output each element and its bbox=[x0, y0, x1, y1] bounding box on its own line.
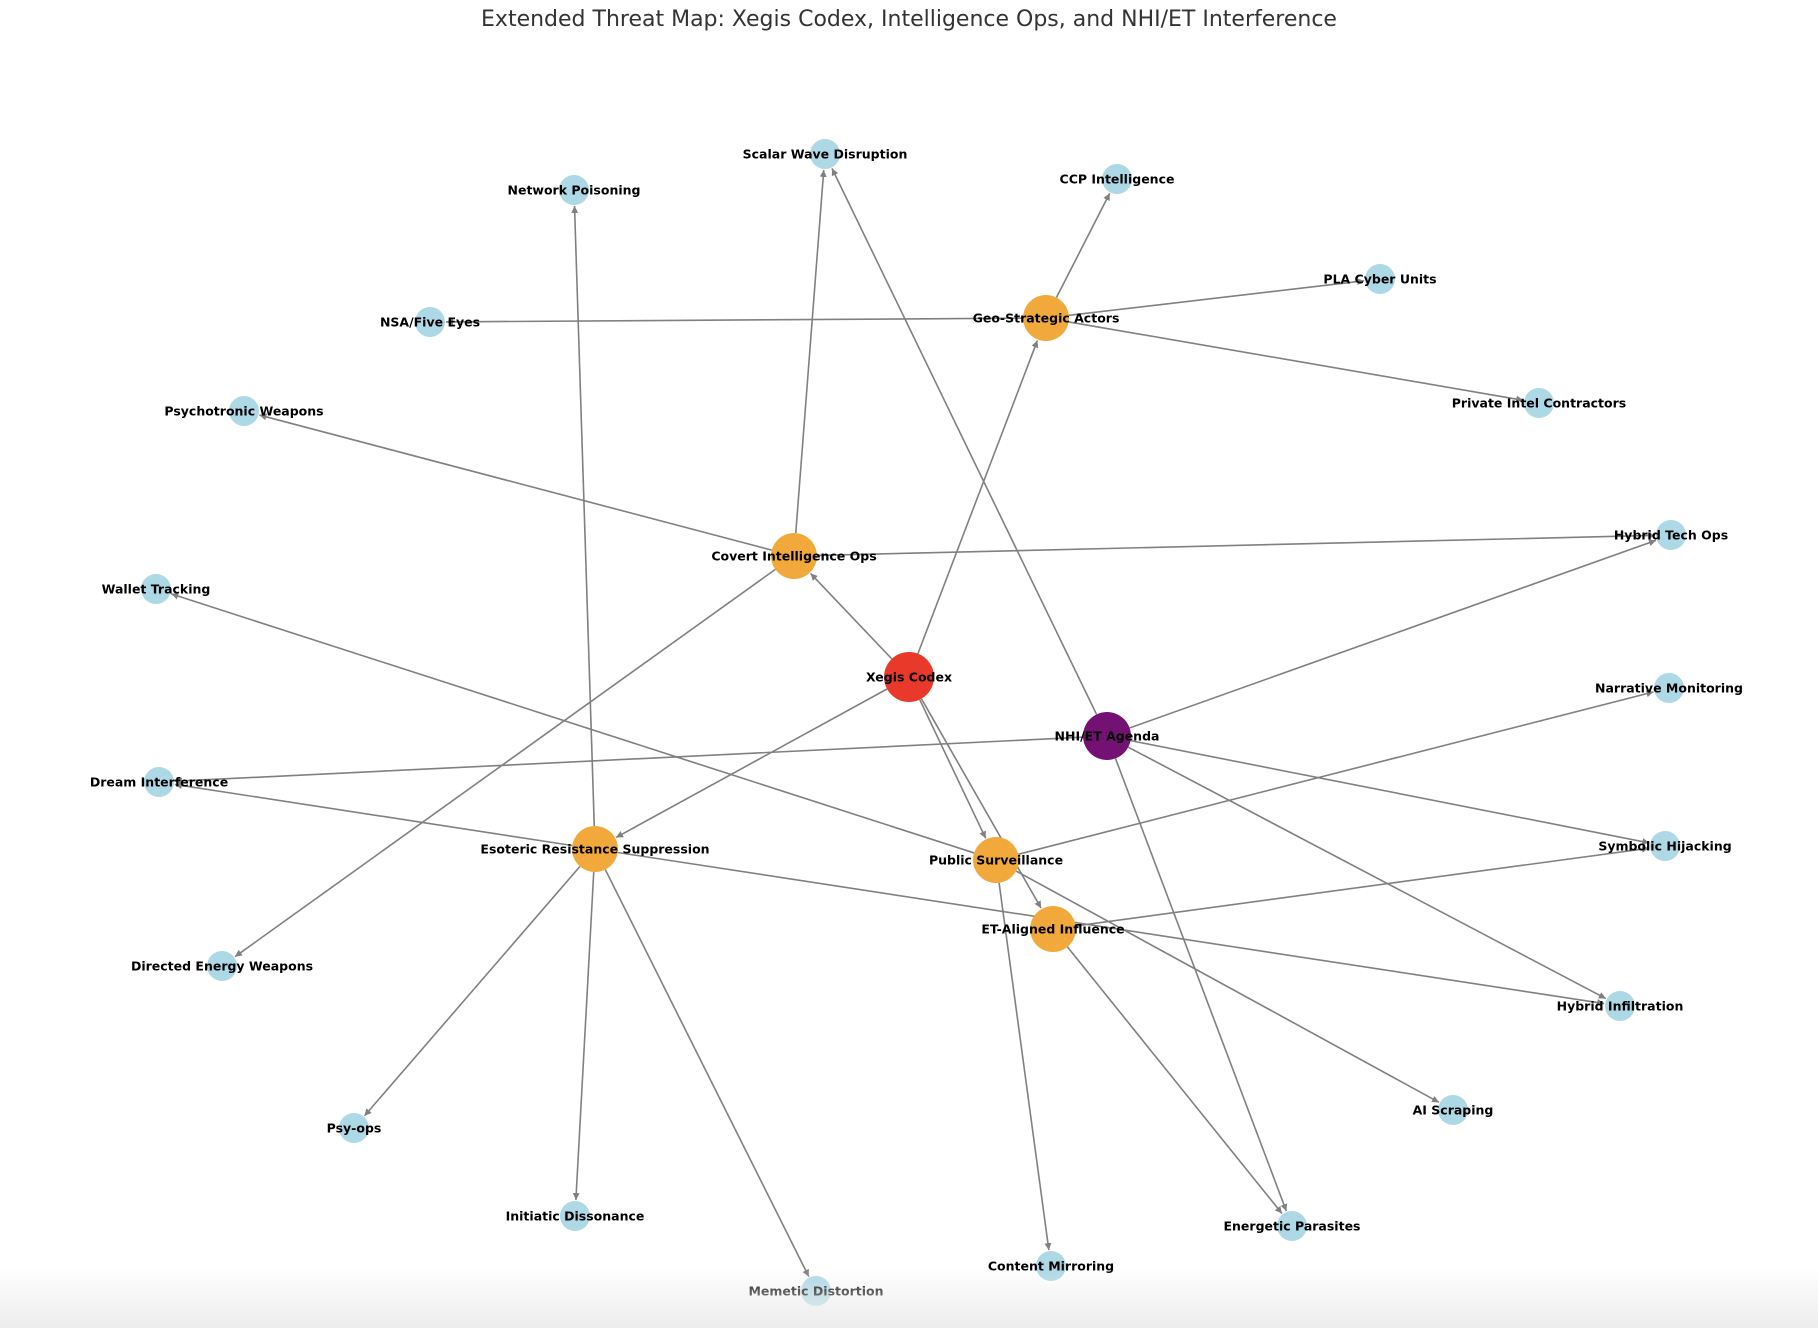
node-directed[interactable] bbox=[207, 951, 237, 981]
edge-covert-to-hybridtech bbox=[816, 532, 1656, 557]
node-label-nhi: NHI/ET Agenda bbox=[1055, 729, 1160, 744]
edge-covert-to-directed bbox=[234, 568, 776, 958]
node-label-symbolic: Symbolic Hijacking bbox=[1598, 839, 1731, 854]
edge-public-to-wallet bbox=[170, 592, 975, 854]
node-etaligned[interactable] bbox=[1030, 906, 1076, 952]
node-label-energetic: Energetic Parasites bbox=[1223, 1219, 1360, 1234]
edge-esoteric-to-psyops bbox=[363, 865, 581, 1117]
node-esoteric[interactable] bbox=[572, 826, 618, 872]
node-psyops[interactable] bbox=[339, 1113, 369, 1143]
node-label-xegis: Xegis Codex bbox=[866, 670, 952, 685]
node-nsa[interactable] bbox=[415, 307, 445, 337]
edge-nhi-to-hybridtech bbox=[1129, 539, 1657, 729]
node-label-psyops: Psy-ops bbox=[327, 1121, 382, 1136]
edge-xegis-to-covert bbox=[809, 572, 893, 660]
node-label-initiatic: Initiatic Dissonance bbox=[506, 1209, 645, 1224]
node-label-dream: Dream Interference bbox=[90, 775, 228, 790]
edge-esoteric-to-network bbox=[571, 205, 596, 827]
edge-xegis-to-public bbox=[919, 699, 987, 839]
node-symbolic[interactable] bbox=[1650, 831, 1680, 861]
node-public[interactable] bbox=[973, 837, 1019, 883]
node-label-aiscraping: AI Scraping bbox=[1413, 1103, 1494, 1118]
node-label-ccp: CCP Intelligence bbox=[1060, 172, 1175, 187]
node-label-esoteric: Esoteric Resistance Suppression bbox=[480, 842, 709, 857]
node-hybridtech[interactable] bbox=[1656, 520, 1686, 550]
edge-geo-to-nsa bbox=[445, 317, 1024, 326]
node-label-scalar: Scalar Wave Disruption bbox=[743, 147, 908, 162]
node-xegis[interactable] bbox=[884, 652, 934, 702]
edge-geo-to-pla bbox=[1068, 278, 1365, 317]
edge-nhi-to-energetic bbox=[1114, 758, 1288, 1212]
node-nhi[interactable] bbox=[1083, 712, 1131, 760]
node-label-network: Network Poisoning bbox=[508, 183, 641, 198]
node-hybridinf[interactable] bbox=[1605, 991, 1635, 1021]
diagram-title: Extended Threat Map: Xegis Codex, Intell… bbox=[481, 7, 1337, 32]
node-label-public: Public Surveillance bbox=[929, 853, 1063, 868]
node-narrative[interactable] bbox=[1654, 673, 1684, 703]
node-label-psychotronic: Psychotronic Weapons bbox=[164, 404, 323, 419]
edge-esoteric-to-memetic bbox=[604, 869, 810, 1278]
edge-covert-to-scalar bbox=[794, 169, 827, 534]
node-label-geo: Geo-Strategic Actors bbox=[973, 311, 1120, 326]
node-pla[interactable] bbox=[1365, 264, 1395, 294]
node-initiatic[interactable] bbox=[560, 1201, 590, 1231]
node-label-wallet: Wallet Tracking bbox=[102, 582, 211, 597]
node-label-pla: PLA Cyber Units bbox=[1323, 272, 1436, 287]
edge-public-to-content bbox=[998, 882, 1052, 1251]
edge-etaligned-to-energetic bbox=[1066, 946, 1283, 1215]
edge-public-to-narrative bbox=[1018, 690, 1654, 856]
node-private[interactable] bbox=[1524, 388, 1554, 418]
node-label-etaligned: ET-Aligned Influence bbox=[981, 922, 1124, 937]
node-label-content: Content Mirroring bbox=[988, 1259, 1114, 1274]
edge-esoteric-to-hybridinf bbox=[617, 851, 1605, 1006]
node-label-hybridtech: Hybrid Tech Ops bbox=[1614, 528, 1728, 543]
edge-xegis-to-esoteric bbox=[615, 688, 888, 839]
edges-layer bbox=[170, 168, 1657, 1278]
node-covert[interactable] bbox=[771, 533, 817, 579]
edge-nhi-to-scalar bbox=[831, 168, 1098, 715]
node-label-hybridinf: Hybrid Infiltration bbox=[1557, 999, 1684, 1014]
node-label-directed: Directed Energy Weapons bbox=[131, 959, 313, 974]
edge-esoteric-to-initiatic bbox=[572, 871, 595, 1201]
edge-geo-to-private bbox=[1068, 321, 1524, 403]
node-dream[interactable] bbox=[144, 767, 174, 797]
edge-geo-to-ccp bbox=[1055, 192, 1111, 298]
edge-esoteric-to-dream bbox=[174, 782, 573, 847]
edge-etaligned-to-symbolic bbox=[1075, 845, 1650, 927]
node-label-private: Private Intel Contractors bbox=[1452, 396, 1626, 411]
node-label-narrative: Narrative Monitoring bbox=[1595, 681, 1743, 696]
node-wallet[interactable] bbox=[141, 574, 171, 604]
edge-nhi-to-dream bbox=[174, 736, 1084, 785]
node-scalar[interactable] bbox=[810, 139, 840, 169]
node-aiscraping[interactable] bbox=[1438, 1095, 1468, 1125]
node-label-covert: Covert Intelligence Ops bbox=[711, 549, 876, 564]
node-energetic[interactable] bbox=[1277, 1211, 1307, 1241]
edge-nhi-to-symbolic bbox=[1130, 739, 1650, 845]
node-label-nsa: NSA/Five Eyes bbox=[380, 315, 480, 330]
edge-nhi-to-hybridinf bbox=[1127, 746, 1607, 1000]
node-label-memetic: Memetic Distortion bbox=[748, 1284, 883, 1299]
node-geo[interactable] bbox=[1023, 295, 1069, 341]
node-network[interactable] bbox=[559, 175, 589, 205]
edge-xegis-to-geo bbox=[917, 340, 1039, 654]
edge-covert-to-psychotronic bbox=[259, 413, 772, 551]
edge-public-to-aiscraping bbox=[1015, 870, 1440, 1104]
node-ccp[interactable] bbox=[1102, 164, 1132, 194]
node-psychotronic[interactable] bbox=[229, 396, 259, 426]
